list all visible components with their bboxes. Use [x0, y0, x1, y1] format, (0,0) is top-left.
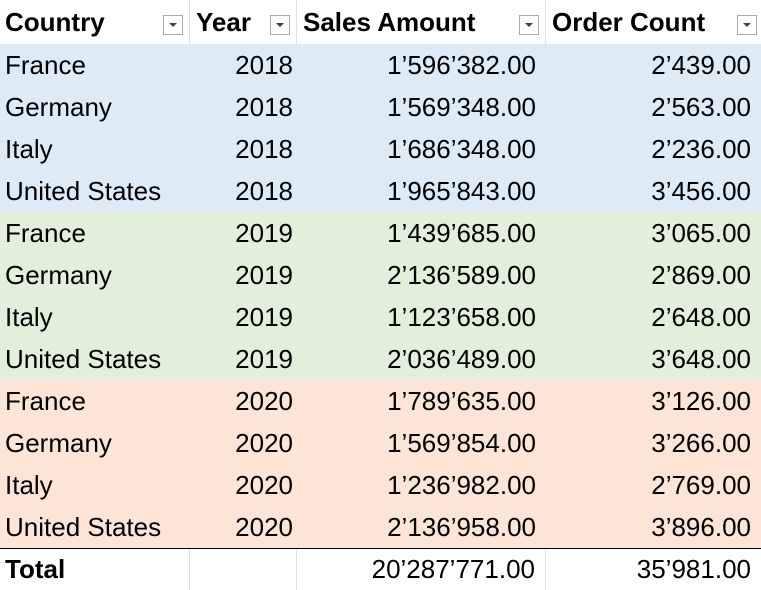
table-row[interactable]: France 2018 1’596’382.00 2’439.00: [0, 44, 761, 86]
cell-order-count[interactable]: 2’439.00: [546, 44, 761, 86]
cell-country[interactable]: United States: [0, 338, 190, 380]
cell-order-count[interactable]: 2’769.00: [546, 464, 761, 506]
table-row[interactable]: United States 2019 2’036’489.00 3’648.00: [0, 338, 761, 380]
column-header-sales-amount[interactable]: Sales Amount: [297, 0, 546, 44]
cell-order-count[interactable]: 2’648.00: [546, 296, 761, 338]
cell-order-count[interactable]: 3’065.00: [546, 212, 761, 254]
cell-year[interactable]: 2018: [190, 128, 297, 170]
cell-sales-amount[interactable]: 1’686’348.00: [297, 128, 546, 170]
cell-order-count[interactable]: 2’236.00: [546, 128, 761, 170]
table-row[interactable]: Germany 2019 2’136’589.00 2’869.00: [0, 254, 761, 296]
cell-country[interactable]: Italy: [0, 128, 190, 170]
cell-year[interactable]: 2018: [190, 86, 297, 128]
cell-country[interactable]: Italy: [0, 464, 190, 506]
cell-sales-amount[interactable]: 1’439’685.00: [297, 212, 546, 254]
table-row[interactable]: France 2019 1’439’685.00 3’065.00: [0, 212, 761, 254]
total-row[interactable]: Total 20’287’771.00 35’981.00: [0, 548, 761, 590]
column-header-label: Year: [196, 7, 251, 38]
cell-country[interactable]: Germany: [0, 86, 190, 128]
cell-year[interactable]: 2019: [190, 212, 297, 254]
cell-sales-amount[interactable]: 1’236’982.00: [297, 464, 546, 506]
cell-year[interactable]: 2020: [190, 464, 297, 506]
table-row[interactable]: Germany 2018 1’569’348.00 2’563.00: [0, 86, 761, 128]
column-header-year[interactable]: Year: [190, 0, 297, 44]
cell-country[interactable]: Germany: [0, 254, 190, 296]
table-row[interactable]: France 2020 1’789’635.00 3’126.00: [0, 380, 761, 422]
total-sales-amount[interactable]: 20’287’771.00: [297, 549, 546, 590]
table-row[interactable]: United States 2018 1’965’843.00 3’456.00: [0, 170, 761, 212]
cell-year[interactable]: 2019: [190, 338, 297, 380]
cell-country[interactable]: France: [0, 380, 190, 422]
total-order-count[interactable]: 35’981.00: [546, 549, 761, 590]
cell-sales-amount[interactable]: 1’596’382.00: [297, 44, 546, 86]
cell-order-count[interactable]: 3’266.00: [546, 422, 761, 464]
cell-sales-amount[interactable]: 1’965’843.00: [297, 170, 546, 212]
filter-dropdown-icon[interactable]: [737, 15, 757, 35]
cell-order-count[interactable]: 3’648.00: [546, 338, 761, 380]
cell-order-count[interactable]: 3’896.00: [546, 506, 761, 548]
filter-dropdown-icon[interactable]: [270, 15, 290, 35]
cell-country[interactable]: France: [0, 212, 190, 254]
column-header-country[interactable]: Country: [0, 0, 190, 44]
column-header-label: Country: [5, 7, 105, 38]
cell-order-count[interactable]: 2’563.00: [546, 86, 761, 128]
cell-sales-amount[interactable]: 1’569’348.00: [297, 86, 546, 128]
cell-year[interactable]: 2020: [190, 422, 297, 464]
table-row[interactable]: Germany 2020 1’569’854.00 3’266.00: [0, 422, 761, 464]
cell-country[interactable]: Italy: [0, 296, 190, 338]
filter-dropdown-icon[interactable]: [163, 15, 183, 35]
cell-year[interactable]: 2020: [190, 380, 297, 422]
cell-order-count[interactable]: 3’456.00: [546, 170, 761, 212]
cell-country[interactable]: United States: [0, 170, 190, 212]
cell-sales-amount[interactable]: 1’789’635.00: [297, 380, 546, 422]
total-label[interactable]: Total: [0, 549, 190, 590]
cell-sales-amount[interactable]: 2’136’589.00: [297, 254, 546, 296]
table-row[interactable]: Italy 2020 1’236’982.00 2’769.00: [0, 464, 761, 506]
column-header-order-count[interactable]: Order Count: [546, 0, 761, 44]
cell-sales-amount[interactable]: 1’569’854.00: [297, 422, 546, 464]
cell-sales-amount[interactable]: 2’136’958.00: [297, 506, 546, 548]
filter-dropdown-icon[interactable]: [519, 15, 539, 35]
cell-order-count[interactable]: 2’869.00: [546, 254, 761, 296]
cell-year[interactable]: 2019: [190, 296, 297, 338]
table-row[interactable]: Italy 2019 1’123’658.00 2’648.00: [0, 296, 761, 338]
cell-sales-amount[interactable]: 2’036’489.00: [297, 338, 546, 380]
table-row[interactable]: United States 2020 2’136’958.00 3’896.00: [0, 506, 761, 548]
cell-sales-amount[interactable]: 1’123’658.00: [297, 296, 546, 338]
table-row[interactable]: Italy 2018 1’686’348.00 2’236.00: [0, 128, 761, 170]
total-year-cell[interactable]: [190, 549, 297, 590]
column-header-label: Sales Amount: [303, 7, 475, 38]
cell-year[interactable]: 2020: [190, 506, 297, 548]
cell-order-count[interactable]: 3’126.00: [546, 380, 761, 422]
cell-country[interactable]: United States: [0, 506, 190, 548]
cell-year[interactable]: 2018: [190, 44, 297, 86]
table-header-row: Country Year Sales Amount Order Count: [0, 0, 761, 44]
cell-country[interactable]: France: [0, 44, 190, 86]
column-header-label: Order Count: [552, 7, 705, 38]
cell-country[interactable]: Germany: [0, 422, 190, 464]
cell-year[interactable]: 2019: [190, 254, 297, 296]
cell-year[interactable]: 2018: [190, 170, 297, 212]
